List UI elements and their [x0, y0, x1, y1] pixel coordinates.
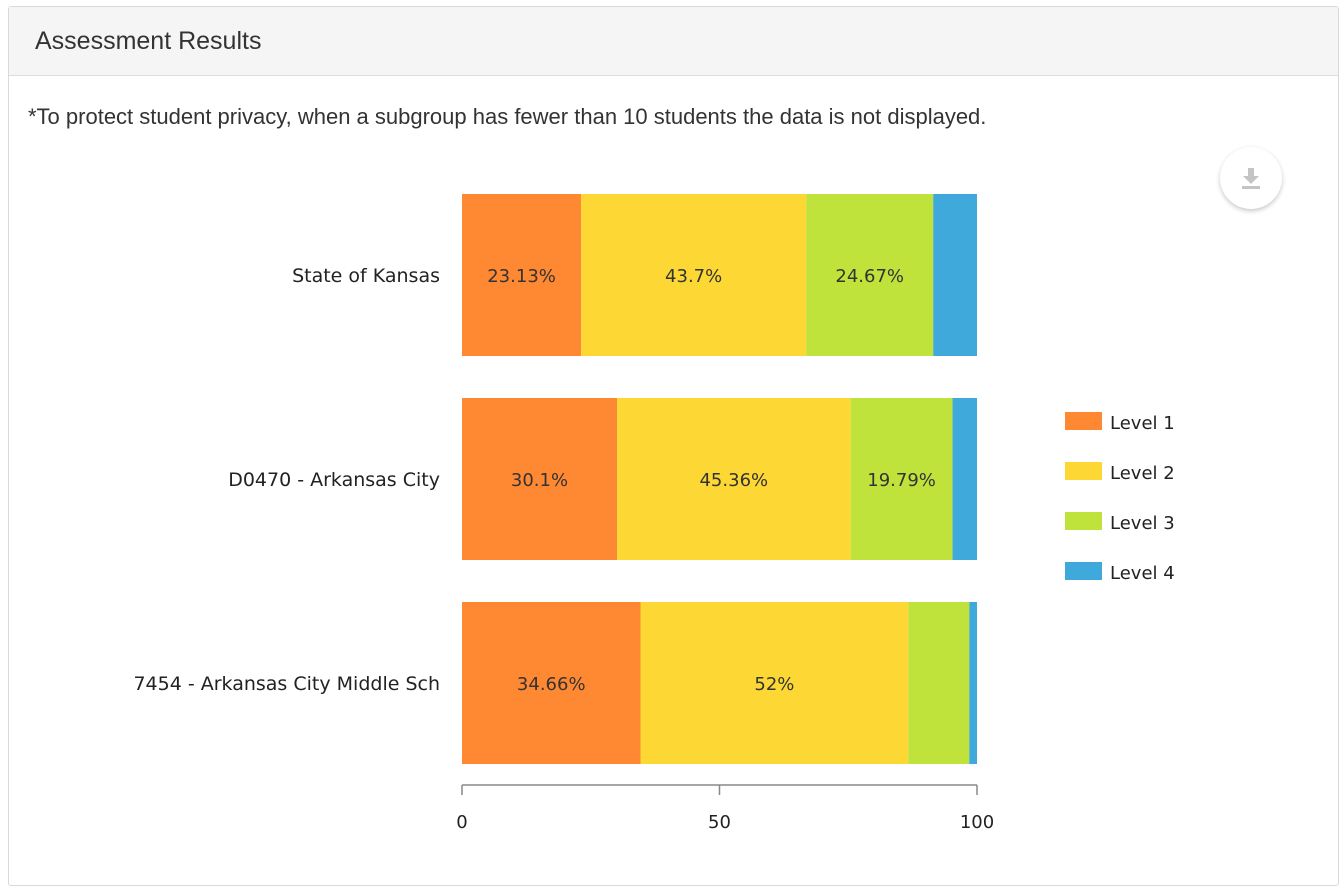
legend-item-level-2[interactable]: Level 2: [1065, 462, 1175, 484]
category-label: D0470 - Arkansas City: [228, 469, 440, 491]
legend-swatch: [1065, 462, 1102, 480]
data-label: 24.67%: [835, 266, 904, 287]
bar-segment-level-3[interactable]: [850, 398, 953, 560]
legend-label: Level 1: [1110, 413, 1175, 434]
x-axis: 0 50 100: [456, 784, 994, 833]
panel-title: Assessment Results: [35, 26, 262, 55]
bar-segment-level-4[interactable]: [933, 194, 977, 356]
bar-segment-level-1[interactable]: [462, 602, 641, 764]
category-label: State of Kansas: [292, 265, 440, 287]
panel-heading: Assessment Results: [9, 7, 1338, 76]
bar-segment-level-1[interactable]: [462, 194, 582, 356]
bar-segment-level-1[interactable]: [462, 398, 618, 560]
data-label: 52%: [754, 674, 794, 695]
legend: Level 1 Level 2 Level 3 Level 4: [1065, 412, 1175, 584]
x-tick-label: 0: [456, 812, 467, 833]
legend-item-level-4[interactable]: Level 4: [1065, 562, 1175, 584]
download-icon: [1242, 168, 1260, 189]
bar-segment-level-4[interactable]: [969, 602, 977, 764]
data-label: 45.36%: [699, 470, 768, 491]
bars-layer: State of Kansas 23.13% 43.7% 24.67% D0470 - …: [133, 194, 977, 764]
x-tick-label: 100: [960, 812, 994, 833]
bar-segment-level-3[interactable]: [908, 602, 970, 764]
bar-segment-level-3[interactable]: [806, 194, 934, 356]
legend-label: Level 2: [1110, 463, 1175, 484]
x-tick-label: 50: [708, 812, 731, 833]
bar-segment-level-4[interactable]: [952, 398, 977, 560]
data-label: 43.7%: [665, 266, 722, 287]
download-button[interactable]: [1220, 147, 1282, 209]
data-label: 30.1%: [511, 470, 568, 491]
legend-item-level-3[interactable]: Level 3: [1065, 512, 1175, 534]
legend-swatch: [1065, 512, 1102, 530]
data-label: 23.13%: [487, 266, 556, 287]
legend-label: Level 4: [1110, 563, 1175, 584]
bar-segment-level-2[interactable]: [617, 398, 851, 560]
bar-segment-level-2[interactable]: [581, 194, 807, 356]
legend-swatch: [1065, 562, 1102, 580]
data-label: 34.66%: [517, 674, 586, 695]
legend-label: Level 3: [1110, 513, 1175, 534]
legend-item-level-1[interactable]: Level 1: [1065, 412, 1175, 434]
privacy-note: *To protect student privacy, when a subg…: [28, 104, 987, 129]
category-label: 7454 - Arkansas City Middle Sch: [133, 673, 440, 695]
data-label: 19.79%: [867, 470, 936, 491]
bar-segment-level-2[interactable]: [640, 602, 909, 764]
legend-swatch: [1065, 412, 1102, 430]
